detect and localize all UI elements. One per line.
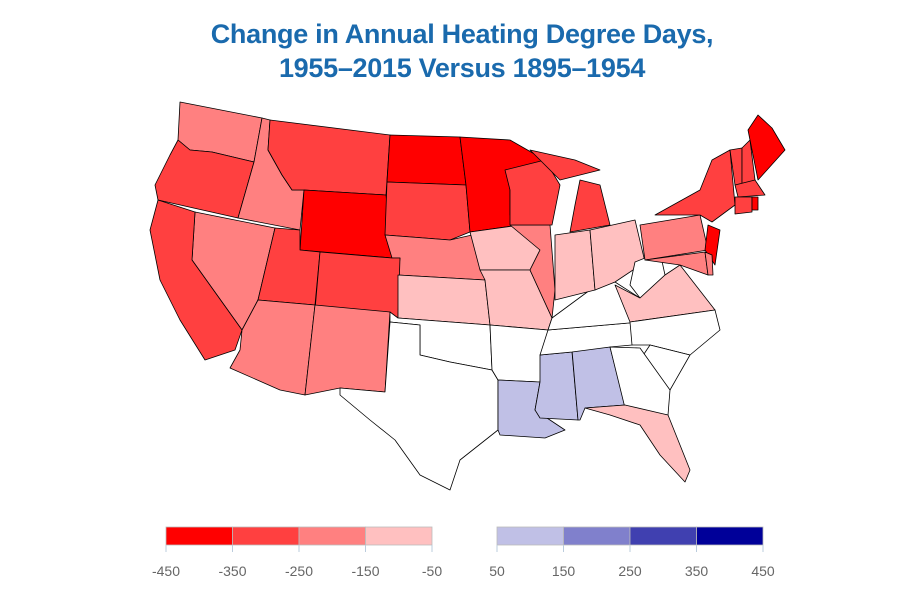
warming-legend-swatch xyxy=(232,526,300,546)
legend-tick-label: -250 xyxy=(285,563,313,579)
chart-title-line2: 1955–2015 Versus 1895–1954 xyxy=(278,53,646,83)
warming-legend-swatch xyxy=(365,526,433,546)
cooling-legend-swatch xyxy=(696,526,764,546)
cooling-legend-swatch xyxy=(563,526,631,546)
legend-tick-label: -350 xyxy=(218,563,246,579)
legend-tick-label: -150 xyxy=(351,563,379,579)
state-tx xyxy=(339,321,499,491)
state-nm xyxy=(304,304,391,396)
state-fl xyxy=(584,404,691,483)
legend-tick-label: 150 xyxy=(552,563,576,579)
legend-tick-label: 50 xyxy=(489,563,505,579)
cooling-legend-swatch xyxy=(629,526,697,546)
state-mi xyxy=(569,179,611,233)
state-me xyxy=(747,114,786,181)
state-ca xyxy=(149,199,243,361)
state-wy xyxy=(299,189,393,259)
cooling-legend-swatch xyxy=(496,526,564,546)
state-ny xyxy=(654,149,736,223)
chart-title-line1: Change in Annual Heating Degree Days, xyxy=(210,19,714,49)
legend-tick-label: 250 xyxy=(618,563,642,579)
state-de xyxy=(704,251,714,276)
warming-legend-swatch xyxy=(298,526,366,546)
warming-legend-swatch xyxy=(165,526,233,546)
state-nd xyxy=(386,134,467,186)
state-mi xyxy=(529,149,601,181)
legend-tick-label: 350 xyxy=(685,563,709,579)
state-in xyxy=(554,229,596,301)
state-ct xyxy=(734,196,753,215)
state-ms xyxy=(534,351,579,421)
state-ks xyxy=(397,274,491,326)
state-ne xyxy=(384,234,486,281)
legend-tick-label: -450 xyxy=(152,563,180,579)
state-ma xyxy=(734,179,766,198)
legend-tick-label: 450 xyxy=(751,563,775,579)
state-oh xyxy=(589,219,646,291)
state-ga xyxy=(609,346,671,416)
state-ar xyxy=(489,324,549,383)
state-sd xyxy=(384,181,471,241)
legend-tick-label: -50 xyxy=(422,563,442,579)
state-ri xyxy=(751,196,759,211)
